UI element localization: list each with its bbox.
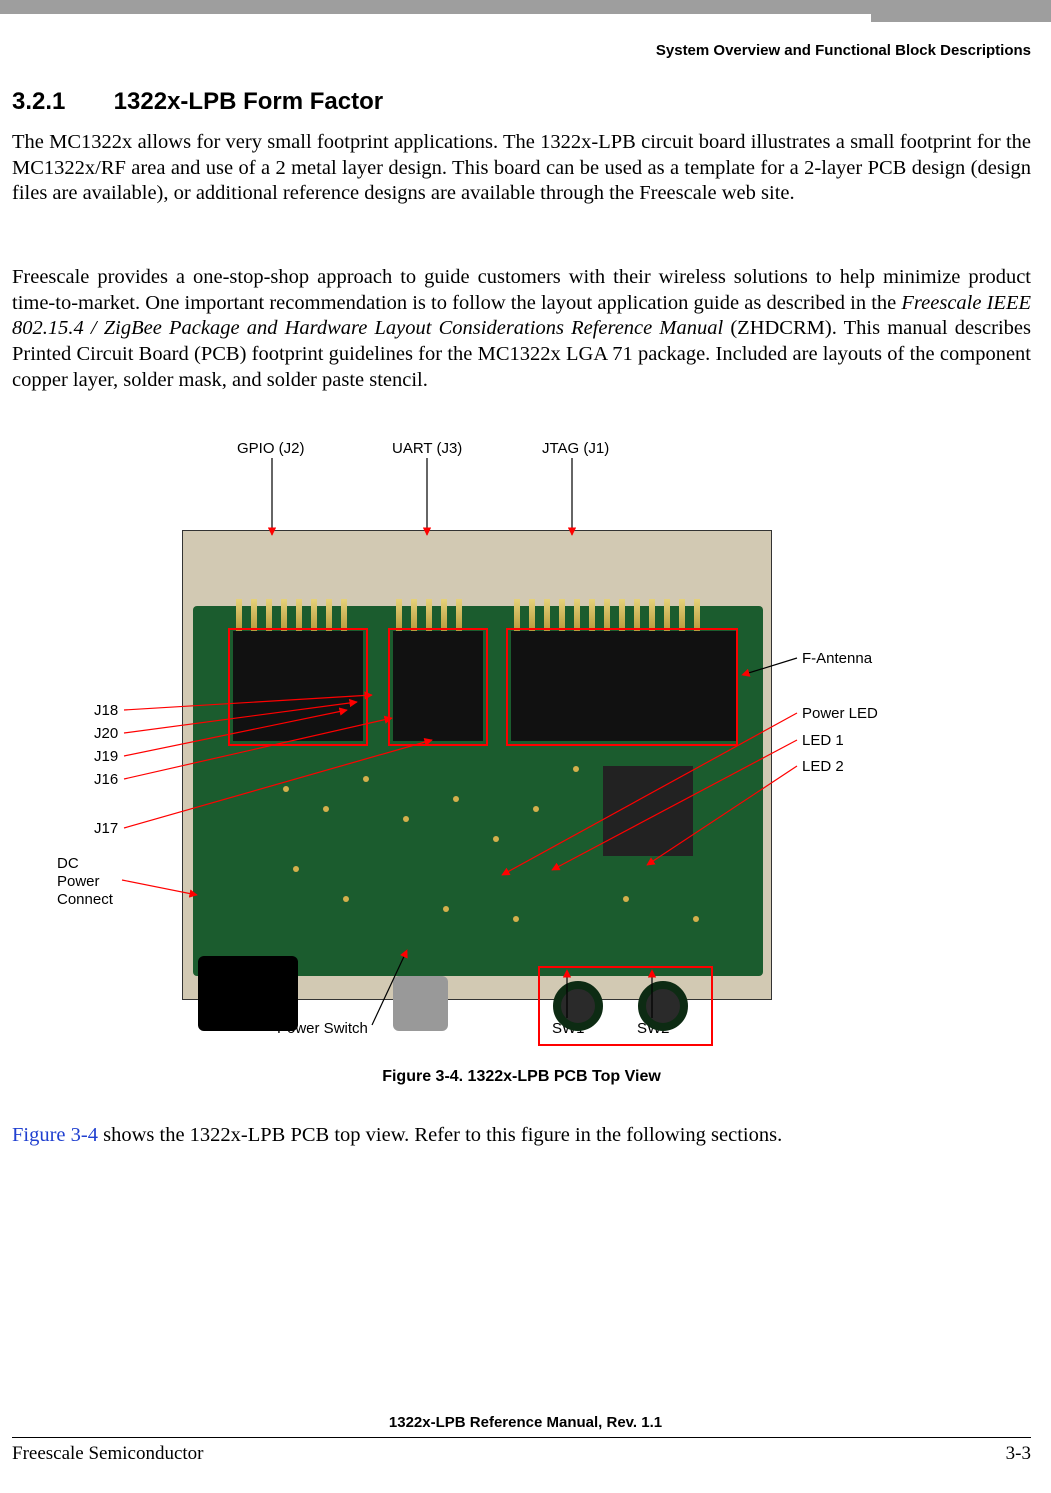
label-j17: J17 <box>94 820 118 837</box>
label-gpio: GPIO (J2) <box>237 440 305 457</box>
label-j20: J20 <box>94 725 118 742</box>
footer-rule <box>12 1437 1031 1438</box>
label-dc-power: DC Power Connect <box>57 855 113 909</box>
footer-doc-title: 1322x-LPB Reference Manual, Rev. 1.1 <box>0 1414 1051 1431</box>
main-chip <box>603 766 693 856</box>
footer-page-number: 3-3 <box>1006 1443 1031 1465</box>
top-bar-tab <box>871 0 1051 22</box>
footer-company: Freescale Semiconductor <box>12 1443 204 1465</box>
redbox-switches <box>538 966 713 1046</box>
label-j19: J19 <box>94 748 118 765</box>
dc-jack <box>198 956 298 1031</box>
paragraph-2a: Freescale provides a one-stop-shop appro… <box>12 266 1031 314</box>
paragraph-3: Figure 3-4 shows the 1322x-LPB PCB top v… <box>12 1123 1031 1149</box>
label-uart: UART (J3) <box>392 440 462 457</box>
label-f-antenna: F-Antenna <box>802 650 872 667</box>
figure-caption: Figure 3-4. 1322x-LPB PCB Top View <box>12 1068 1031 1086</box>
label-j18: J18 <box>94 702 118 719</box>
redbox-uart <box>388 628 488 746</box>
section-heading: 3.2.1 1322x-LPB Form Factor <box>12 88 383 116</box>
section-title: 1322x-LPB Form Factor <box>114 88 383 115</box>
power-switch-comp <box>393 976 448 1031</box>
running-header: System Overview and Functional Block Des… <box>656 42 1031 59</box>
paragraph-2: Freescale provides a one-stop-shop appro… <box>12 265 1031 393</box>
pcb-board <box>193 606 763 976</box>
label-j16: J16 <box>94 771 118 788</box>
pcb-photo <box>182 530 772 1000</box>
paragraph-3-rest: shows the 1322x-LPB PCB top view. Refer … <box>98 1124 782 1146</box>
paragraph-1: The MC1322x allows for very small footpr… <box>12 130 1031 207</box>
redbox-jtag <box>506 628 738 746</box>
label-power-led: Power LED <box>802 705 878 722</box>
section-number: 3.2.1 <box>12 88 107 116</box>
label-jtag: JTAG (J1) <box>542 440 609 457</box>
figure-xref[interactable]: Figure 3-4 <box>12 1124 98 1146</box>
label-led1: LED 1 <box>802 732 844 749</box>
figure-area: GPIO (J2) UART (J3) JTAG (J1) J18 J20 J1… <box>12 440 1031 1170</box>
redbox-gpio <box>228 628 368 746</box>
label-led2: LED 2 <box>802 758 844 775</box>
